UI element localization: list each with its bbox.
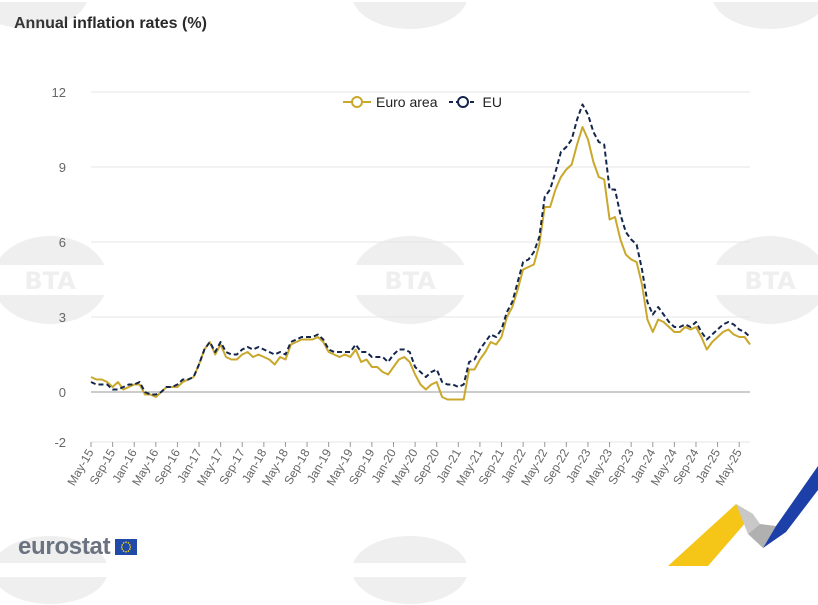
watermark-top-center <box>350 0 470 29</box>
eurostat-logo-text: eurostat <box>18 533 111 560</box>
watermark-text: BTA <box>24 267 76 295</box>
y-tick-label: -2 <box>54 435 66 450</box>
chart-legend: Euro area EU <box>343 94 502 110</box>
y-tick-label: 0 <box>59 385 66 400</box>
inflation-line-chart: -2036912May-15Sep-15Jan-16May-16Sep-16Ja… <box>52 85 751 488</box>
legend-label-euro-area: Euro area <box>376 94 438 110</box>
corner-decoration <box>668 466 818 566</box>
chart-title: Annual inflation rates (%) <box>14 15 207 32</box>
watermark-text: BTA <box>384 267 436 295</box>
legend-label-eu: EU <box>482 94 502 110</box>
series-line-eu[interactable] <box>90 103 751 396</box>
watermark-text: BTA <box>744 267 796 295</box>
legend-marker-solid-icon <box>343 96 371 108</box>
legend-item-euro-area[interactable]: Euro area <box>343 94 437 110</box>
watermark-top-left <box>0 0 90 29</box>
watermark-mid-left: BTA <box>0 236 110 324</box>
watermark-top-right <box>710 0 818 29</box>
y-tick-label: 3 <box>59 310 66 325</box>
eu-flag-icon <box>115 539 138 555</box>
y-tick-label: 6 <box>59 235 66 250</box>
legend-marker-dashed-icon <box>449 96 478 108</box>
series-line-euro-area[interactable] <box>90 126 751 401</box>
watermark-mid-right: BTA <box>710 236 818 324</box>
y-tick-label: 12 <box>52 85 66 100</box>
y-tick-label: 9 <box>59 160 66 175</box>
legend-item-eu[interactable]: EU <box>449 94 502 110</box>
watermark-mid-center: BTA <box>350 236 470 324</box>
eurostat-logo: eurostat <box>18 533 138 561</box>
